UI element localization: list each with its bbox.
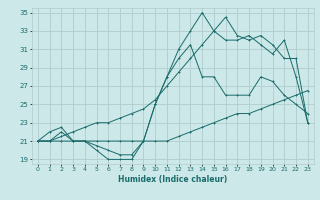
X-axis label: Humidex (Indice chaleur): Humidex (Indice chaleur) — [118, 175, 228, 184]
